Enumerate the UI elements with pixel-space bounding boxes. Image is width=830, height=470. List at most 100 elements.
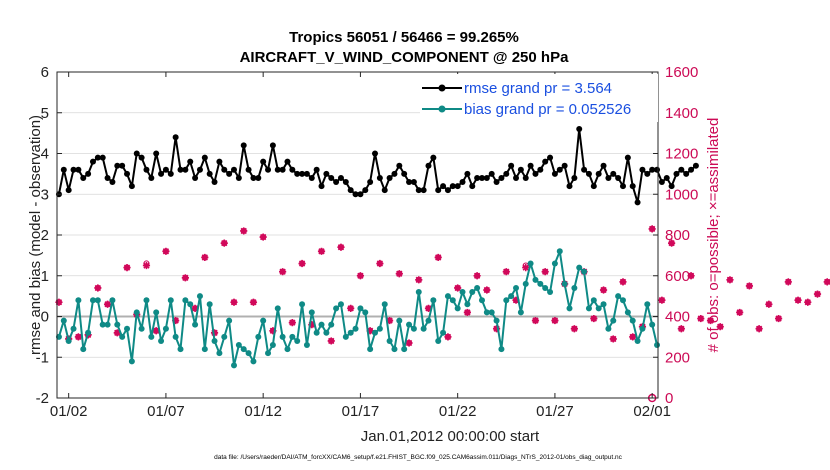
rmse-point xyxy=(153,150,160,157)
bias-point xyxy=(148,333,155,340)
obs-assimilated-marker xyxy=(249,298,258,306)
rmse-point xyxy=(547,154,554,161)
obs-assimilated-marker xyxy=(347,304,355,312)
legend-rmse-marker xyxy=(438,84,446,92)
rmse-point xyxy=(551,170,558,177)
bias-point xyxy=(624,309,631,316)
y-axis-right-label: # of obs: o=possible; ×=assimilated xyxy=(705,118,722,353)
bias-point xyxy=(615,293,622,300)
obs-assimilated-marker xyxy=(269,327,277,335)
rmse-point xyxy=(376,174,383,181)
rmse-point xyxy=(600,162,607,169)
rmse-point xyxy=(192,174,199,181)
rmse-point xyxy=(425,162,432,169)
bias-point xyxy=(469,289,476,296)
bias-point xyxy=(459,289,466,296)
obs-assimilated-marker xyxy=(317,247,326,255)
y-tick-label-left: 1 xyxy=(41,268,49,285)
bias-point xyxy=(303,342,310,349)
data-file-footer: data file: /Users/raeder/DAI/ATM_forcXX/… xyxy=(214,454,623,461)
y-tick-label-left: 2 xyxy=(41,227,49,244)
rmse-point xyxy=(440,183,447,190)
obs-assimilated-marker xyxy=(337,243,345,251)
chart-title: Tropics 56051 / 56466 = 99.265% xyxy=(289,29,519,46)
axes-ticks: -2 -1 0 1 2 3 4 5 6 0 200 400 600 800 1000 1200 1400 1600… xyxy=(36,64,699,420)
bias-point xyxy=(260,317,267,324)
rmse-point xyxy=(162,166,169,173)
obs-assimilated-marker xyxy=(434,253,442,262)
rmse-point xyxy=(211,179,218,186)
y-tick-label-right: 1200 xyxy=(665,146,698,163)
obs-assimilated-marker xyxy=(288,319,296,327)
rmse-point xyxy=(483,174,490,181)
obs-assimilated-marker xyxy=(298,259,306,268)
rmse-point xyxy=(274,166,281,173)
obs-assimilated-marker xyxy=(677,325,685,333)
y-tick-label-left: 4 xyxy=(41,146,49,163)
bias-point xyxy=(133,309,140,316)
legend-bias-marker xyxy=(438,105,446,113)
rmse-point xyxy=(177,166,184,173)
rmse-line xyxy=(57,128,697,204)
obs-assimilated-marker xyxy=(716,323,724,331)
bias-point xyxy=(517,309,524,316)
rmse-point xyxy=(561,162,568,169)
obs-assimilated-marker xyxy=(142,261,151,270)
obs-assimilated-marker xyxy=(687,272,695,280)
obs-assimilated-marker xyxy=(405,339,413,347)
obs-assimilated-marker xyxy=(172,316,180,325)
obs-assimilated-marker xyxy=(308,321,316,329)
obs-assimilated-marker xyxy=(463,308,471,317)
rmse-point xyxy=(401,170,408,177)
rmse-point xyxy=(542,158,549,165)
obs-assimilated-marker xyxy=(726,276,734,284)
legend-box xyxy=(420,74,658,122)
bias-point xyxy=(177,346,184,353)
rmse-point xyxy=(284,158,291,165)
bias-point xyxy=(420,325,427,332)
bias-point xyxy=(654,342,661,349)
y-tick-label-right: 1000 xyxy=(665,186,698,203)
bias-point xyxy=(85,329,92,336)
rmse-point xyxy=(386,174,393,181)
obs-assimilated-marker xyxy=(794,296,802,304)
obs-assimilated-marker xyxy=(415,276,423,284)
y-tick-label-left: 0 xyxy=(41,309,49,326)
rmse-point xyxy=(196,166,203,173)
rmse-point xyxy=(357,191,364,198)
rmse-point xyxy=(201,154,208,161)
rmse-point xyxy=(367,179,374,186)
obs-assimilated-marker xyxy=(366,327,374,335)
rmse-point xyxy=(576,126,583,133)
bias-point xyxy=(527,260,534,267)
bias-point xyxy=(503,297,510,304)
obs-assimilated-marker xyxy=(74,333,82,341)
y-tick-label-right: 600 xyxy=(665,268,690,285)
bias-point xyxy=(75,297,82,304)
bias-point xyxy=(401,346,408,353)
rmse-point xyxy=(517,166,524,173)
obs-assimilated-marker xyxy=(473,272,481,280)
rmse-point xyxy=(308,174,315,181)
rmse-point xyxy=(124,170,131,177)
rmse-point xyxy=(187,158,194,165)
obs-assimilated-marker xyxy=(279,268,287,276)
obs-assimilated-marker xyxy=(784,278,792,286)
rmse-point xyxy=(610,170,617,177)
chart-subtitle: AIRCRAFT_V_WIND_COMPONENT @ 250 hPa xyxy=(240,49,570,66)
obs-assimilated-marker xyxy=(706,316,715,325)
rmse-point xyxy=(595,170,602,177)
bias-point xyxy=(610,317,617,324)
obs-assimilated-marker xyxy=(823,278,830,286)
bias-point xyxy=(478,297,485,304)
rmse-point xyxy=(294,170,301,177)
rmse-point xyxy=(148,174,155,181)
rmse-point xyxy=(313,166,320,173)
rmse-point xyxy=(70,166,77,173)
obs-assimilated-marker xyxy=(590,314,598,323)
rmse-point xyxy=(396,162,403,169)
rmse-point xyxy=(172,134,179,141)
bias-point xyxy=(333,305,340,312)
bias-point xyxy=(182,297,189,304)
rmse-point xyxy=(260,158,267,165)
